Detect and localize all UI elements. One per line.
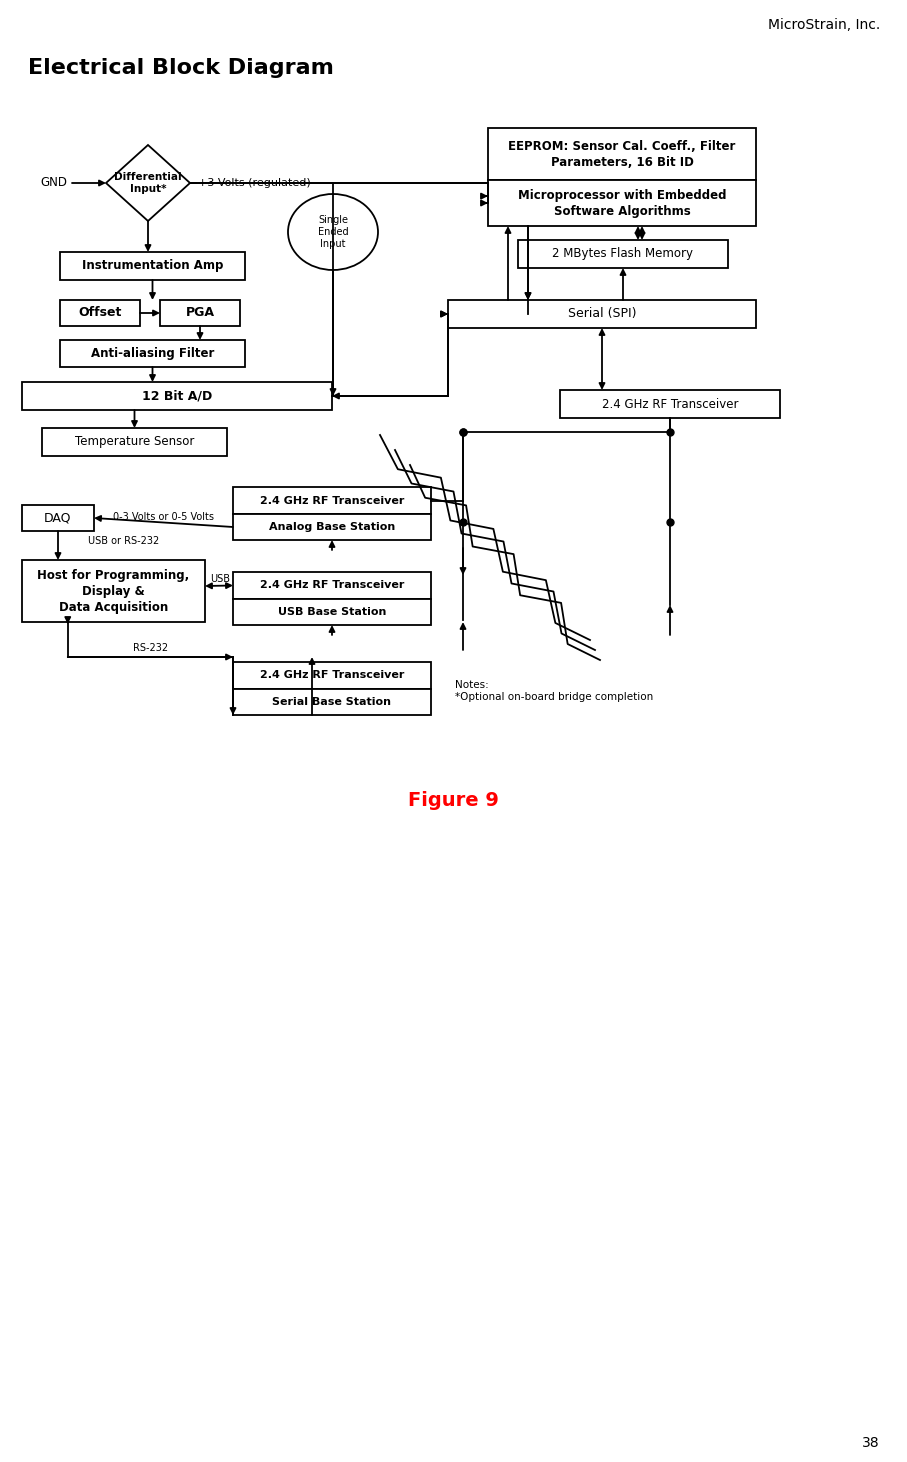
Text: Instrumentation Amp: Instrumentation Amp <box>82 259 223 272</box>
Text: Offset: Offset <box>78 307 122 320</box>
Bar <box>233 515 431 539</box>
Text: Temperature Sensor: Temperature Sensor <box>74 436 194 449</box>
Text: 2.4 GHz RF Transceiver: 2.4 GHz RF Transceiver <box>259 580 405 591</box>
Text: Serial Base Station: Serial Base Station <box>272 697 392 708</box>
Bar <box>233 662 431 689</box>
Bar <box>233 689 431 715</box>
Text: Anti-aliasing Filter: Anti-aliasing Filter <box>91 346 214 360</box>
Bar <box>233 487 431 515</box>
Bar <box>160 300 240 326</box>
Text: USB or RS-232: USB or RS-232 <box>88 537 160 545</box>
Bar <box>60 300 140 326</box>
Bar <box>22 504 94 531</box>
Text: 2.4 GHz RF Transceiver: 2.4 GHz RF Transceiver <box>259 496 405 506</box>
Text: 12 Bit A/D: 12 Bit A/D <box>141 389 212 402</box>
Bar <box>488 180 756 227</box>
Bar <box>22 560 205 621</box>
Text: USB: USB <box>210 575 230 583</box>
Text: Microprocessor with Embedded
Software Algorithms: Microprocessor with Embedded Software Al… <box>518 189 727 218</box>
Bar <box>22 382 332 409</box>
Text: 2 MBytes Flash Memory: 2 MBytes Flash Memory <box>552 247 694 260</box>
Ellipse shape <box>288 194 378 270</box>
Bar <box>488 129 756 180</box>
Bar <box>42 428 227 456</box>
Text: EEPROM: Sensor Cal. Coeff., Filter
Parameters, 16 Bit ID: EEPROM: Sensor Cal. Coeff., Filter Param… <box>508 139 736 168</box>
Bar <box>560 390 780 418</box>
Text: MicroStrain, Inc.: MicroStrain, Inc. <box>767 18 880 32</box>
Text: Figure 9: Figure 9 <box>407 791 499 810</box>
Text: 2.4 GHz RF Transceiver: 2.4 GHz RF Transceiver <box>259 671 405 680</box>
Text: RS-232: RS-232 <box>132 643 168 654</box>
Text: Notes:
*Optional on-board bridge completion: Notes: *Optional on-board bridge complet… <box>455 680 653 702</box>
Text: Serial (SPI): Serial (SPI) <box>568 307 636 320</box>
Text: Differential
Input*: Differential Input* <box>114 173 181 194</box>
Text: Analog Base Station: Analog Base Station <box>268 522 395 532</box>
Bar <box>448 300 756 327</box>
Text: DAQ: DAQ <box>44 512 72 525</box>
Bar <box>233 599 431 624</box>
Text: Host for Programming,
Display &
Data Acquisition: Host for Programming, Display & Data Acq… <box>37 569 190 614</box>
Text: 38: 38 <box>863 1436 880 1450</box>
Text: Electrical Block Diagram: Electrical Block Diagram <box>28 58 334 77</box>
Text: 2.4 GHz RF Transceiver: 2.4 GHz RF Transceiver <box>601 398 738 411</box>
Text: 0-3 Volts or 0-5 Volts: 0-3 Volts or 0-5 Volts <box>113 512 214 522</box>
Text: USB Base Station: USB Base Station <box>278 607 386 617</box>
Text: Single
Ended
Input: Single Ended Input <box>317 215 348 249</box>
Text: +3 Volts (regulated): +3 Volts (regulated) <box>198 178 311 189</box>
Text: GND: GND <box>40 177 67 190</box>
Bar <box>60 341 245 367</box>
Bar <box>60 251 245 281</box>
Text: PGA: PGA <box>186 307 214 320</box>
Bar <box>233 572 431 599</box>
Polygon shape <box>106 145 190 221</box>
Bar <box>518 240 728 268</box>
